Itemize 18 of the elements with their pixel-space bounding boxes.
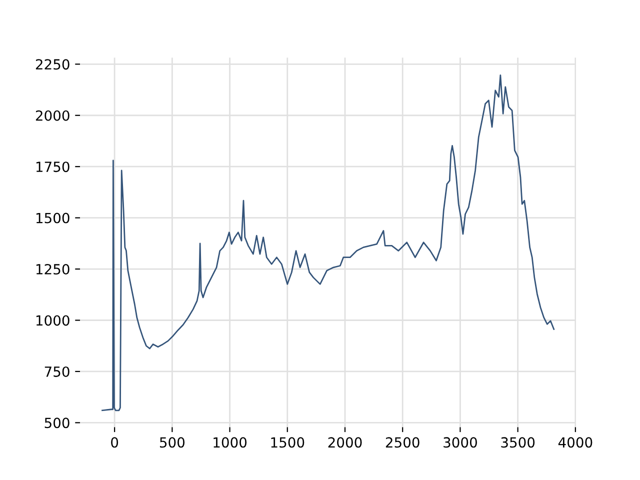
line-series [102, 74, 555, 412]
y-tick-label: 1000 [36, 315, 70, 326]
x-tick-label: 2500 [386, 437, 420, 448]
y-tick-label: 750 [44, 366, 70, 377]
y-tick-label: 1250 [36, 264, 70, 275]
y-tick-label: 1500 [36, 212, 70, 224]
y-tick-label: 1750 [36, 162, 70, 172]
x-tick-label: 2000 [328, 437, 362, 448]
x-tick-label: 3500 [501, 437, 535, 448]
y-tick-label: 2250 [36, 59, 70, 70]
x-tick-label: 0 [111, 437, 118, 448]
x-tick-label: 1000 [214, 437, 247, 448]
x-tick-label: 3000 [444, 437, 477, 448]
x-tick-label: 4000 [558, 437, 592, 448]
x-tick-label: 500 [160, 437, 185, 448]
x-tick-label: 1500 [271, 437, 304, 448]
y-tick-label: 2000 [36, 110, 70, 121]
y-tick-label: 500 [44, 418, 70, 428]
